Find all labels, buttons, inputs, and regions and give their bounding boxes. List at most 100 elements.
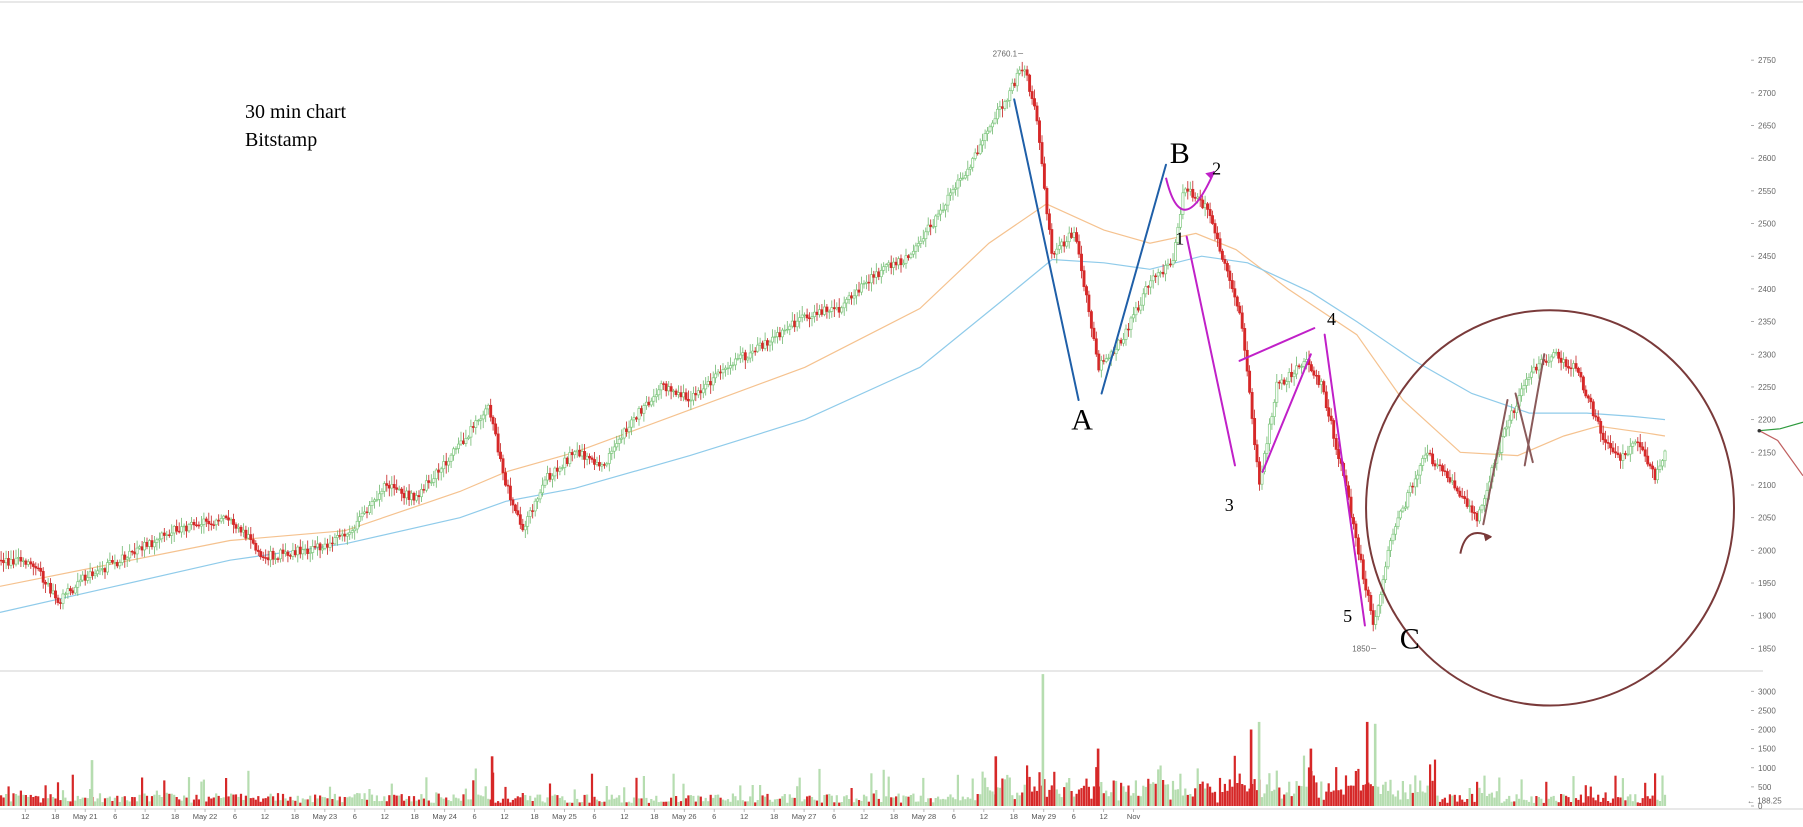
volume-bar: [1602, 797, 1605, 806]
candle-body: [1038, 120, 1041, 143]
candle-body: [1569, 367, 1573, 370]
volume-bar: [343, 797, 346, 806]
candle-body: [1572, 363, 1575, 369]
volume-bar: [1419, 780, 1422, 806]
candle-body: [696, 390, 700, 396]
candle-body: [400, 488, 404, 494]
volume-bar: [155, 790, 158, 806]
candle-body: [531, 510, 535, 512]
candle-body: [296, 546, 300, 556]
volume-bar: [988, 790, 992, 806]
volume-bar: [1471, 793, 1474, 806]
volume-bar: [1181, 795, 1184, 806]
candle-body: [1156, 272, 1160, 277]
candle-body: [605, 463, 609, 466]
volume-tick-label: 2500: [1758, 706, 1776, 715]
candle-body: [1178, 214, 1182, 228]
candle-body: [832, 307, 836, 310]
volume-bar: [1433, 759, 1437, 806]
candle-body: [1401, 507, 1405, 512]
price-tick-label: 2300: [1758, 350, 1776, 359]
volume-bar: [32, 797, 35, 806]
candle-body: [1384, 566, 1388, 581]
volume-bar: [252, 797, 255, 806]
candle-body: [575, 449, 579, 453]
volume-bar: [514, 798, 517, 806]
volume-bar: [1157, 769, 1160, 806]
volume-bar: [672, 773, 675, 806]
volume-bar: [1050, 785, 1053, 806]
volume-bar: [818, 768, 821, 806]
volume-bar: [1537, 797, 1540, 806]
volume-bar: [17, 795, 20, 806]
candle-body: [504, 472, 507, 486]
candle-body: [929, 224, 933, 228]
candle-body: [1453, 480, 1457, 489]
volume-bar: [1372, 786, 1375, 806]
candle-body: [1347, 485, 1350, 498]
candle-body: [968, 166, 972, 170]
volume-bar: [22, 794, 25, 806]
candle-body: [422, 489, 426, 491]
volume-bar: [618, 795, 621, 806]
volume-bar: [1644, 782, 1647, 806]
candle-body: [1505, 426, 1509, 430]
candle-body: [998, 106, 1002, 110]
candle-body: [160, 532, 164, 540]
volume-bar: [37, 796, 40, 806]
candle-body: [1428, 452, 1432, 455]
candle-body: [1186, 188, 1190, 192]
volume-bar: [548, 783, 552, 806]
candle-body: [251, 539, 255, 544]
volume-bar: [519, 797, 522, 806]
volume-bar: [1221, 792, 1224, 806]
candle-body: [1203, 203, 1207, 209]
volume-bar: [1424, 792, 1427, 806]
volume-bar: [1201, 781, 1204, 806]
volume-bar: [64, 797, 67, 806]
candle-body: [261, 556, 265, 558]
candle-body: [29, 561, 33, 565]
volume-bar: [909, 795, 912, 806]
volume-bar: [1535, 796, 1538, 806]
candle-body: [1302, 361, 1306, 367]
date-tick-label: 12: [141, 812, 149, 821]
candle-body: [429, 481, 433, 484]
candle-body: [1376, 605, 1380, 617]
candle-body: [1500, 436, 1504, 453]
volume-bar: [183, 795, 186, 806]
candle-body: [301, 549, 305, 555]
volume-bar: [380, 800, 383, 806]
volume-bar: [86, 798, 89, 806]
volume-bar: [205, 801, 208, 806]
candle-body: [541, 484, 545, 494]
volume-bar: [1045, 796, 1048, 806]
candle-body: [1045, 188, 1049, 215]
volume-bar: [924, 802, 927, 806]
volume-bar: [1209, 786, 1212, 806]
volume-bar: [1300, 786, 1303, 806]
candle-body: [46, 582, 50, 585]
volume-bar: [363, 793, 366, 806]
volume-bar: [731, 793, 734, 806]
candle-body: [1480, 504, 1484, 511]
candle-body: [864, 281, 868, 284]
volume-bar: [845, 795, 848, 806]
candle-body: [701, 388, 705, 394]
curved-arrowhead: [1483, 533, 1492, 542]
volume-bar: [474, 768, 477, 806]
volume-bar: [479, 795, 482, 806]
moving-averages: [0, 203, 1666, 613]
candle-body: [894, 261, 898, 266]
volume-bar: [326, 798, 329, 806]
volume-bar: [697, 795, 700, 806]
candle-body: [818, 309, 821, 316]
volume-bar: [34, 795, 37, 806]
volume-bar: [781, 796, 784, 806]
candle-body: [229, 518, 233, 521]
candle-body: [934, 215, 938, 227]
volume-bar: [257, 796, 260, 806]
volume-current-label: ← 188.25: [1747, 796, 1782, 805]
